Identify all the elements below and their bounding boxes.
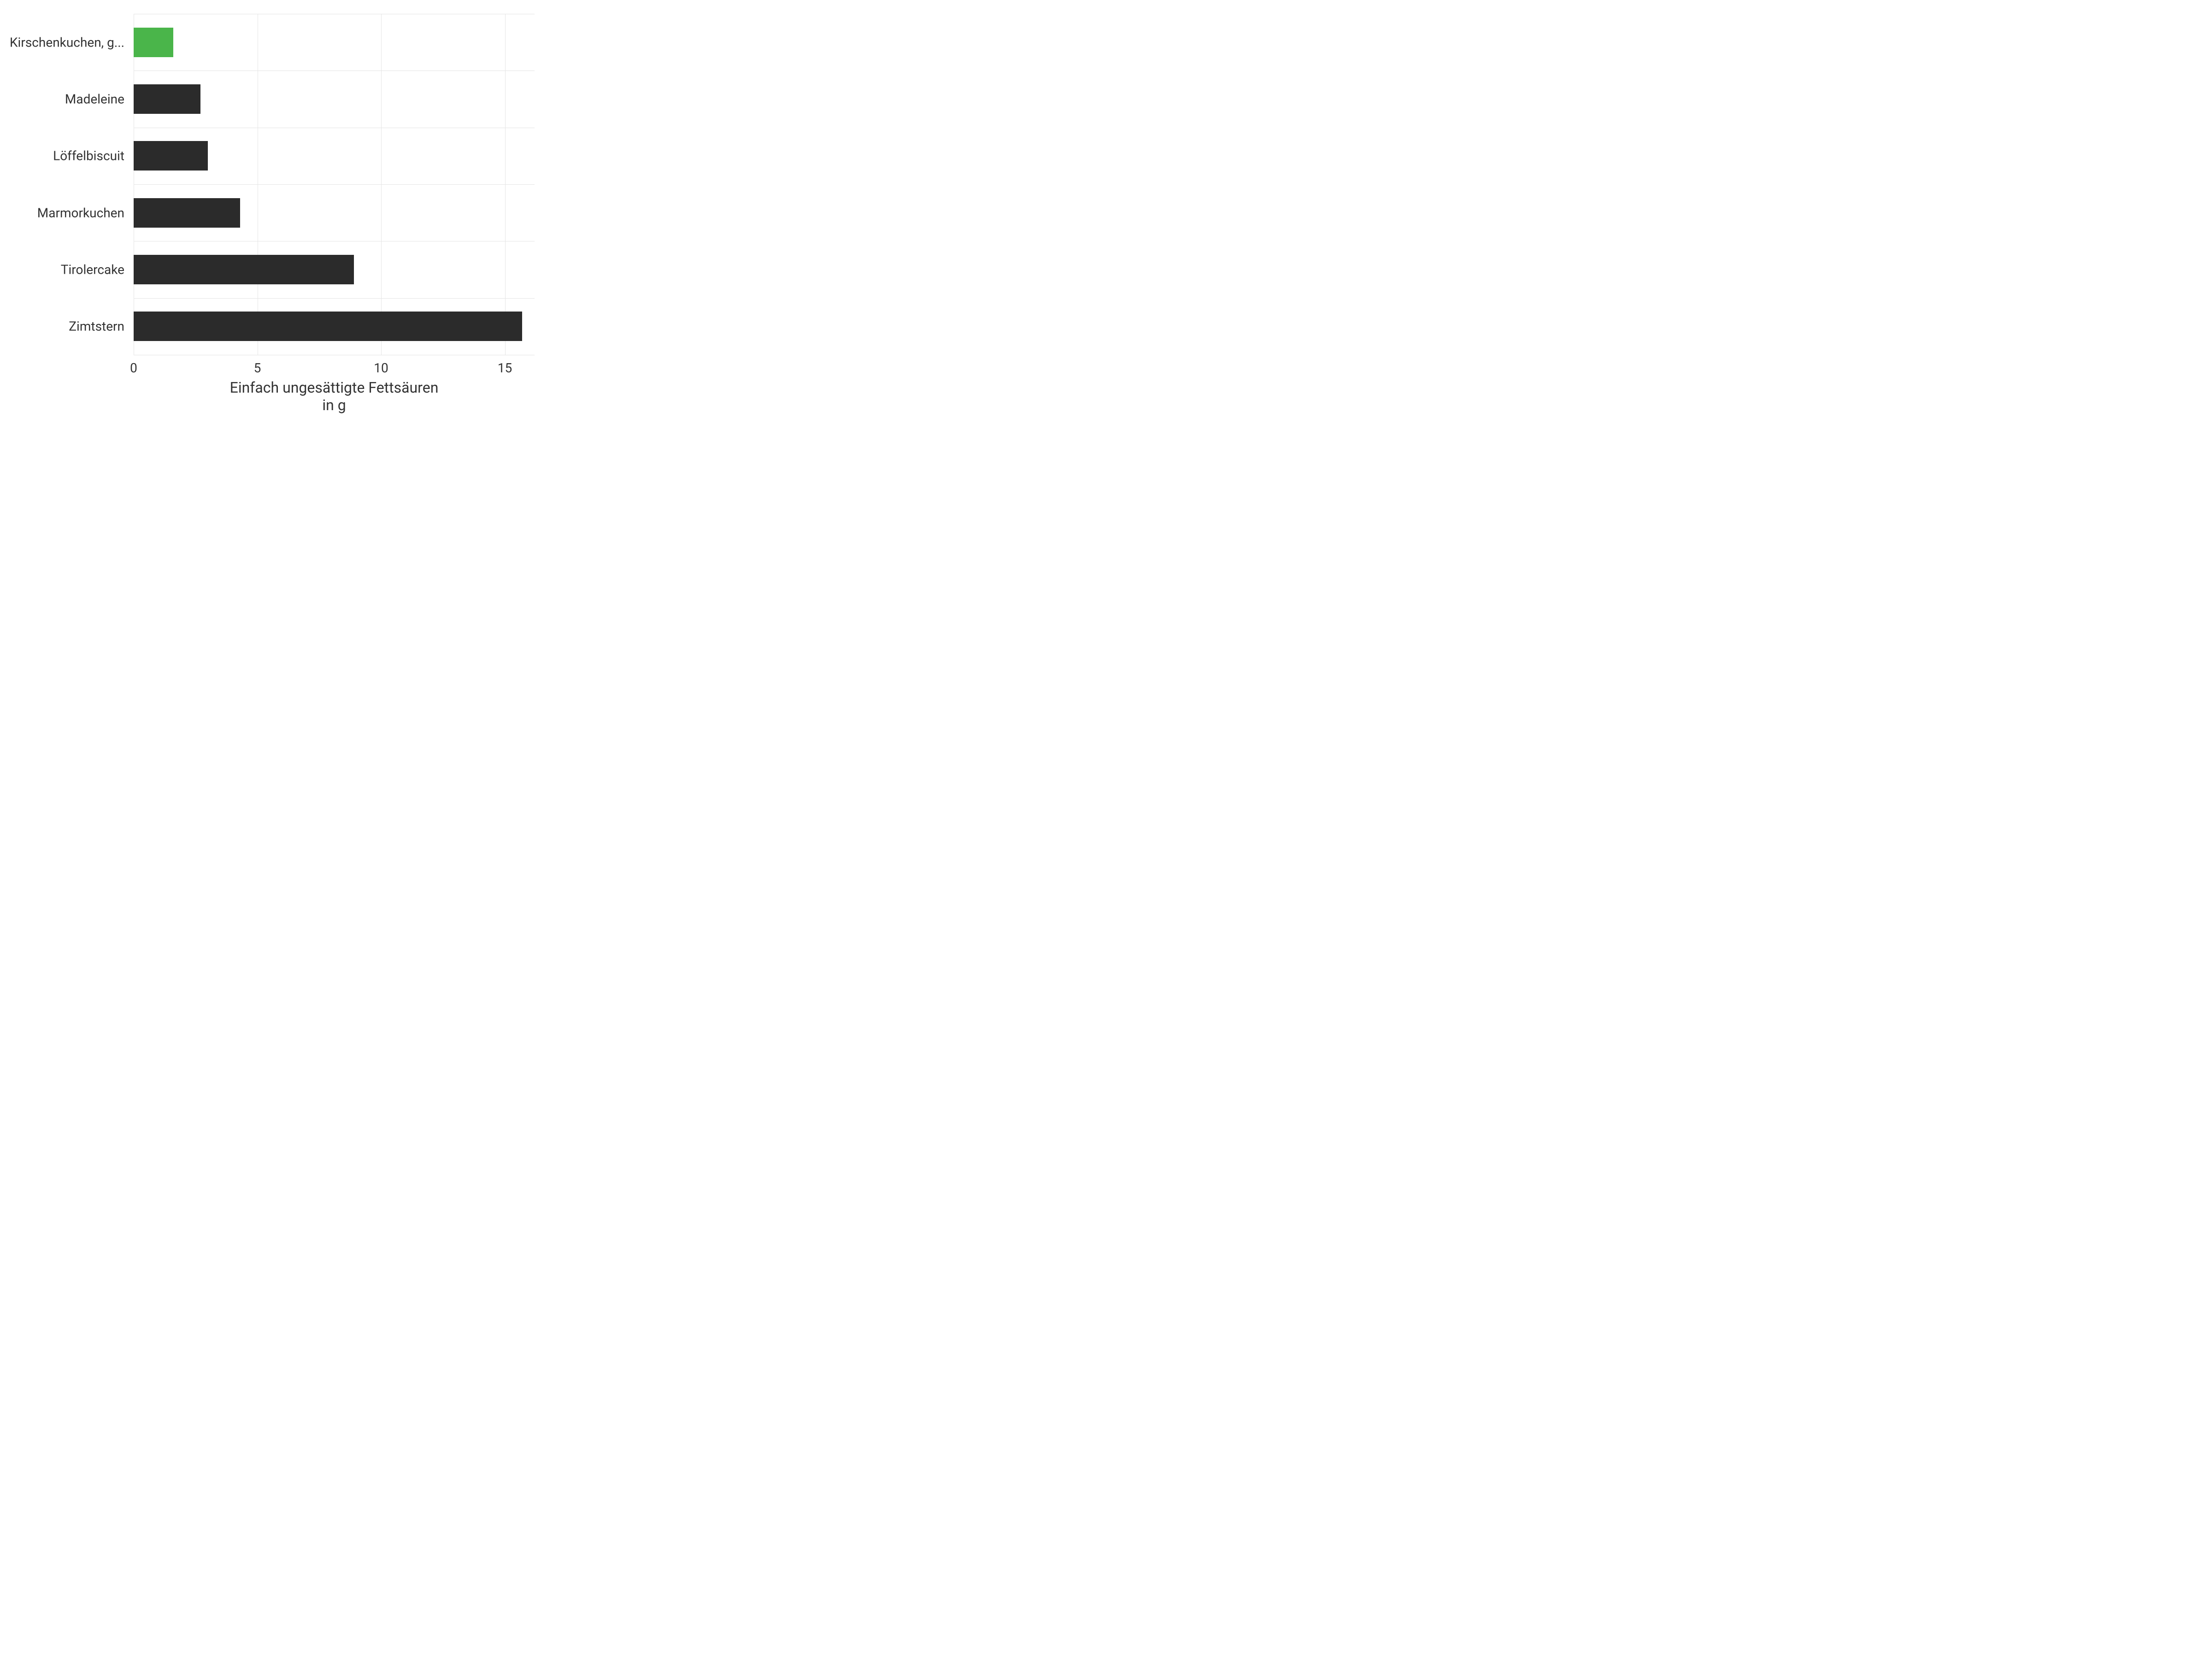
y-category-label: Madeleine bbox=[0, 92, 124, 107]
x-tick-label: 0 bbox=[130, 360, 137, 376]
bar bbox=[134, 28, 173, 57]
y-category-label: Marmorkuchen bbox=[0, 205, 124, 220]
bar bbox=[134, 84, 200, 114]
plot-area bbox=[134, 14, 535, 355]
y-category-label: Tirolercake bbox=[0, 262, 124, 277]
grid-line bbox=[134, 184, 535, 185]
y-category-label: Kirschenkuchen, g... bbox=[0, 35, 124, 50]
x-tick-label: 5 bbox=[254, 360, 261, 376]
y-labels-container: Kirschenkuchen, g... Madeleine Löffelbiscu… bbox=[0, 14, 124, 355]
chart-container: Kirschenkuchen, g... Madeleine Löffelbiscu… bbox=[0, 0, 553, 415]
bar bbox=[134, 312, 522, 341]
bar bbox=[134, 255, 354, 284]
grid-line bbox=[134, 298, 535, 299]
x-tick-label: 15 bbox=[498, 360, 512, 376]
x-axis-title: Einfach ungesättigte Fettsäuren in g bbox=[225, 379, 444, 414]
bar bbox=[134, 198, 240, 228]
y-category-label: Löffelbiscuit bbox=[0, 148, 124, 164]
y-category-label: Zimtstern bbox=[0, 319, 124, 334]
bar bbox=[134, 141, 208, 171]
x-tick-label: 10 bbox=[374, 360, 388, 376]
x-ticks-container: 051015 bbox=[134, 360, 535, 379]
